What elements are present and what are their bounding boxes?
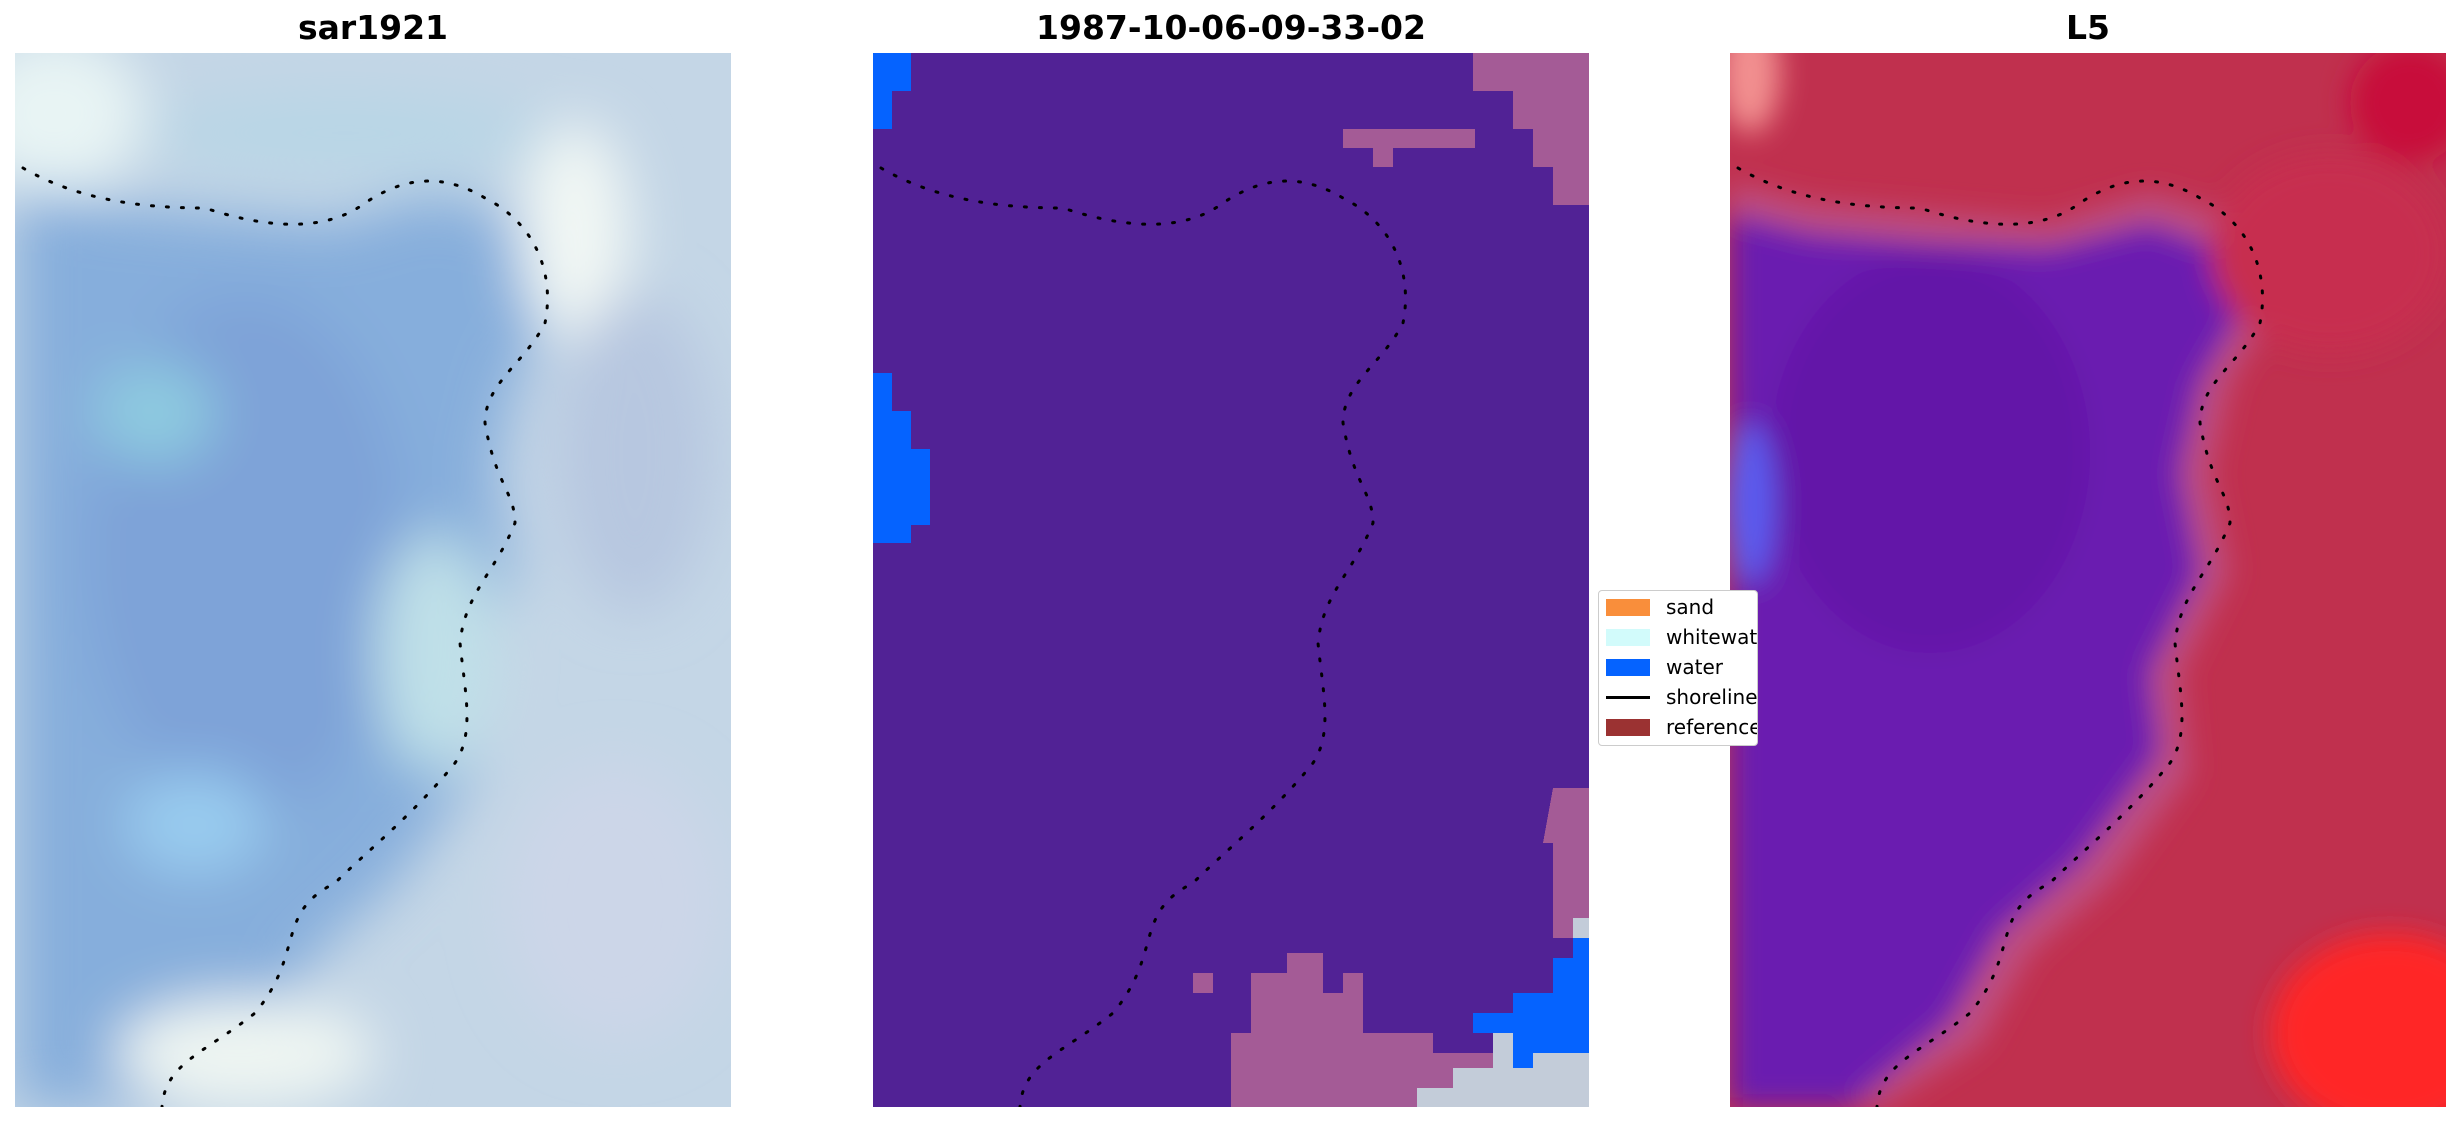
legend-label-whitewater: whitewater bbox=[1666, 625, 1758, 649]
legend-swatch-whitewater bbox=[1606, 628, 1650, 646]
legend-label-shoreline: shoreline bbox=[1666, 685, 1758, 709]
legend-item-reference: reference bbox=[1606, 715, 1758, 739]
legend-swatch-water bbox=[1606, 658, 1650, 676]
legend-item-sand: sand bbox=[1606, 595, 1714, 619]
panel-title-l5: L5 bbox=[2066, 8, 2110, 47]
shoreline bbox=[21, 166, 549, 1107]
legend-item-shoreline: shoreline bbox=[1606, 685, 1758, 709]
index-map-panel bbox=[1730, 53, 2446, 1107]
classification-panel bbox=[873, 53, 1589, 1107]
shoreline bbox=[1736, 166, 2264, 1107]
legend: sand whitewater water shoreline referenc… bbox=[1598, 590, 1758, 746]
legend-swatch-reference bbox=[1606, 718, 1650, 736]
panel-title-date: 1987-10-06-09-33-02 bbox=[1036, 8, 1426, 47]
legend-label-sand: sand bbox=[1666, 595, 1715, 619]
classification-map bbox=[873, 53, 1589, 1107]
panel-title-sar1921: sar1921 bbox=[297, 8, 449, 47]
legend-line-shoreline bbox=[1606, 695, 1650, 699]
rgb-image-panel bbox=[15, 53, 731, 1107]
legend-label-water: water bbox=[1666, 655, 1723, 679]
shoreline bbox=[879, 166, 1407, 1107]
legend-swatch-sand bbox=[1606, 598, 1650, 616]
legend-label-reference: reference bbox=[1666, 715, 1758, 739]
rgb-image bbox=[15, 53, 731, 1107]
legend-item-whitewater: whitewater bbox=[1606, 625, 1758, 649]
index-map bbox=[1730, 53, 2446, 1107]
legend-item-water: water bbox=[1606, 655, 1723, 679]
